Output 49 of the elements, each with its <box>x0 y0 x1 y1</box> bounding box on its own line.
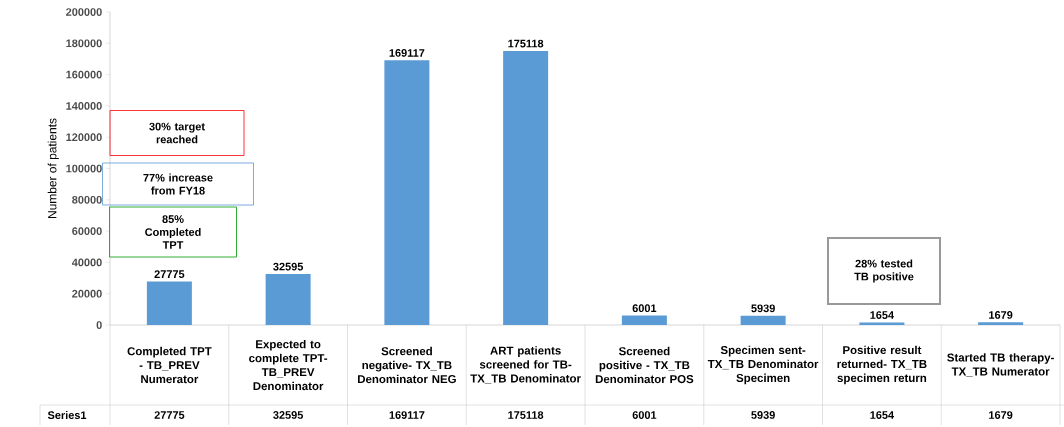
x-tick-label: Completed TPT - TB_PREV Numerator <box>127 346 212 384</box>
bar <box>859 322 905 325</box>
y-tick-label: 20000 <box>72 289 102 298</box>
x-tick-label: Screened negative- TX_TB Denominator NEG <box>358 346 456 384</box>
data-label: 169117 <box>389 411 425 419</box>
data-label: 1679 <box>989 411 1013 419</box>
y-tick-label: 100000 <box>66 164 102 173</box>
text: 175118 <box>508 39 544 48</box>
bar <box>265 273 311 325</box>
x-tick-label: Screened positive - TX_TB Denominator POS <box>595 346 694 384</box>
text: 6001 <box>632 304 657 313</box>
text: Series1 <box>47 410 87 420</box>
y-tick-label: 120000 <box>66 133 102 142</box>
text: 5939 <box>751 304 775 313</box>
y-tick-label: 200000 <box>66 8 102 16</box>
data-label: 32595 <box>273 411 304 419</box>
bar <box>503 50 549 325</box>
y-tick-label: 160000 <box>66 70 102 79</box>
bar <box>978 322 1024 325</box>
y-tick-label: 40000 <box>71 258 102 267</box>
annotation: 30% target reached <box>149 122 205 144</box>
annotation: 77% increase from FY18 <box>143 173 213 195</box>
bar <box>621 315 667 325</box>
x-tick-label: ART patients screened for TB- TX_TB Denominator <box>470 346 581 384</box>
y-tick-label: 180000 <box>66 39 102 48</box>
text: 1679 <box>989 311 1013 319</box>
bar <box>384 60 430 325</box>
y-tick-label: 60000 <box>72 227 102 235</box>
data-label: 175118 <box>508 411 544 419</box>
text: 1654 <box>870 311 894 319</box>
annotation: 85% Completed TPT <box>145 215 201 249</box>
text: 27775 <box>154 270 185 279</box>
x-tick-label: Specimen sent- TX_TB Denominator Specimen <box>707 345 819 385</box>
data-label: 6001 <box>632 411 657 419</box>
annotation: 28% tested TB positive <box>854 259 914 283</box>
y-axis-title: Number of patients <box>47 118 59 219</box>
bar <box>146 281 192 325</box>
y-tick-label: 80000 <box>72 195 102 204</box>
data-label: 5939 <box>751 411 775 419</box>
bar <box>740 315 786 325</box>
x-tick-label: Expected to complete TPT- TB_PREV Denominator <box>249 339 328 391</box>
x-tick-label: Positive result returned- TX_TB specimen return <box>837 345 927 385</box>
text: 32595 <box>273 262 304 271</box>
y-tick-label: 0 <box>96 321 102 329</box>
data-label: 27775 <box>154 411 185 419</box>
data-label: 1654 <box>870 411 895 419</box>
text: 169117 <box>389 49 425 57</box>
y-tick-label: 140000 <box>66 102 102 110</box>
x-tick-label: Started TB therapy- TX_TB Numerator <box>947 353 1054 377</box>
